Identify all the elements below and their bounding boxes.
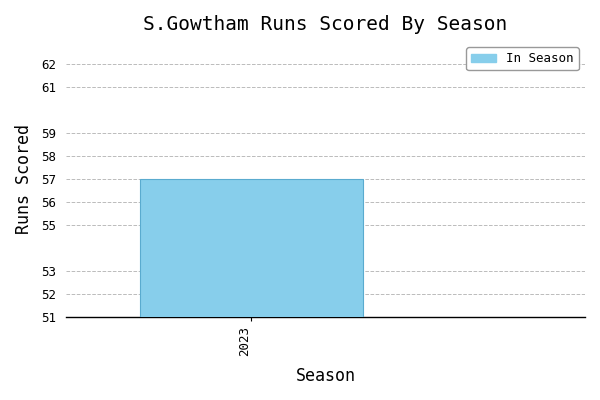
X-axis label: Season: Season [296,367,356,385]
Bar [140,179,362,317]
Y-axis label: Runs Scored: Runs Scored [15,124,33,234]
Title: S.Gowtham Runs Scored By Season: S.Gowtham Runs Scored By Season [143,15,508,34]
Legend: In Season: In Season [466,47,579,70]
